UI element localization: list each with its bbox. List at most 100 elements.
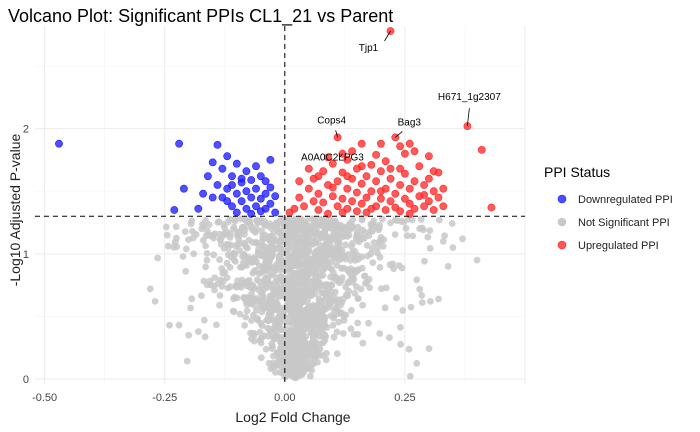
point-not-significant xyxy=(330,333,338,341)
point-not-significant xyxy=(329,248,337,256)
point-not-significant xyxy=(354,223,362,231)
point-upregulated xyxy=(396,164,404,173)
point-downregulated xyxy=(256,172,265,181)
point-downregulated xyxy=(242,204,251,213)
point-not-significant xyxy=(333,328,341,336)
point-upregulated xyxy=(487,203,496,212)
point-not-significant xyxy=(187,304,194,312)
point-upregulated xyxy=(386,197,395,206)
point-not-significant xyxy=(238,280,246,288)
point-not-significant xyxy=(213,321,220,329)
point-not-significant xyxy=(426,245,434,252)
point-not-significant xyxy=(369,228,376,235)
point-not-significant xyxy=(306,372,314,380)
point-not-significant xyxy=(166,321,173,329)
point-not-significant xyxy=(151,298,159,305)
point-not-significant xyxy=(333,261,341,269)
point-not-significant xyxy=(368,245,376,253)
point-upregulated xyxy=(362,172,371,181)
point-upregulated xyxy=(338,149,347,158)
point-not-significant xyxy=(253,276,261,284)
point-not-significant xyxy=(329,321,337,329)
point-not-significant xyxy=(331,254,339,261)
point-downregulated xyxy=(261,189,270,198)
point-not-significant xyxy=(287,308,295,316)
point-not-significant xyxy=(330,314,337,322)
point-not-significant xyxy=(185,236,192,244)
point-not-significant xyxy=(345,232,353,239)
point-not-significant xyxy=(300,296,307,304)
point-not-significant xyxy=(386,334,393,341)
point-downregulated xyxy=(228,181,236,189)
point-upregulated xyxy=(429,187,438,196)
point-upregulated xyxy=(343,184,352,193)
x-tick-label: -0.50 xyxy=(32,392,57,404)
point-not-significant xyxy=(351,254,359,261)
point-not-significant xyxy=(381,304,389,312)
point-not-significant xyxy=(225,241,233,249)
point-not-significant xyxy=(301,277,309,285)
legend-title: PPI Status xyxy=(544,164,610,180)
point-not-significant xyxy=(311,319,319,326)
point-not-significant xyxy=(417,215,425,223)
point-not-significant xyxy=(305,232,313,239)
point-upregulated xyxy=(386,27,395,35)
point-upregulated xyxy=(405,139,414,148)
point-not-significant xyxy=(200,316,208,324)
point-not-significant xyxy=(386,261,394,269)
point-not-significant xyxy=(340,264,348,272)
point-not-significant xyxy=(258,227,266,235)
point-not-significant xyxy=(272,324,280,332)
point-not-significant xyxy=(393,294,400,302)
point-not-significant xyxy=(242,313,250,321)
point-downregulated xyxy=(213,181,222,189)
point-upregulated xyxy=(429,206,438,214)
point-upregulated xyxy=(367,204,376,213)
point-not-significant xyxy=(309,269,316,277)
point-not-significant xyxy=(406,372,414,380)
point-not-significant xyxy=(237,215,245,223)
point-not-significant xyxy=(342,311,350,319)
annotation-label: Cops4 xyxy=(317,115,346,126)
point-upregulated xyxy=(381,206,390,214)
point-downregulated xyxy=(208,158,217,167)
point-not-significant xyxy=(295,304,302,312)
point-upregulated xyxy=(324,209,332,218)
point-not-significant xyxy=(279,304,286,312)
point-not-significant xyxy=(172,223,180,231)
point-not-significant xyxy=(272,361,279,369)
point-not-significant xyxy=(318,311,326,319)
point-downregulated xyxy=(223,197,232,206)
point-not-significant xyxy=(368,223,376,231)
point-not-significant xyxy=(266,327,274,335)
point-not-significant xyxy=(408,216,416,224)
point-not-significant xyxy=(421,257,428,265)
point-not-significant xyxy=(374,243,382,251)
point-not-significant xyxy=(441,232,448,240)
point-not-significant xyxy=(305,283,312,291)
point-not-significant xyxy=(339,330,347,337)
point-not-significant xyxy=(376,264,384,271)
point-downregulated xyxy=(271,208,280,217)
point-not-significant xyxy=(236,263,244,271)
not-significant-points xyxy=(146,215,481,382)
point-not-significant xyxy=(286,356,293,364)
point-not-significant xyxy=(216,292,224,299)
point-upregulated xyxy=(328,192,337,201)
annotation-label: H671_1g2307 xyxy=(438,92,501,103)
point-not-significant xyxy=(244,244,251,252)
annotation-connector xyxy=(340,153,343,157)
point-not-significant xyxy=(215,218,223,226)
x-axis-title: Log2 Fold Change xyxy=(235,409,350,425)
point-not-significant xyxy=(188,295,196,303)
point-not-significant xyxy=(321,281,328,289)
point-upregulated xyxy=(343,172,352,181)
point-not-significant xyxy=(250,254,258,261)
point-upregulated xyxy=(400,149,409,158)
point-not-significant xyxy=(163,231,171,239)
point-not-significant xyxy=(257,216,265,224)
point-not-significant xyxy=(164,242,172,250)
point-downregulated xyxy=(247,176,256,184)
point-not-significant xyxy=(198,292,205,300)
point-not-significant xyxy=(261,285,269,292)
